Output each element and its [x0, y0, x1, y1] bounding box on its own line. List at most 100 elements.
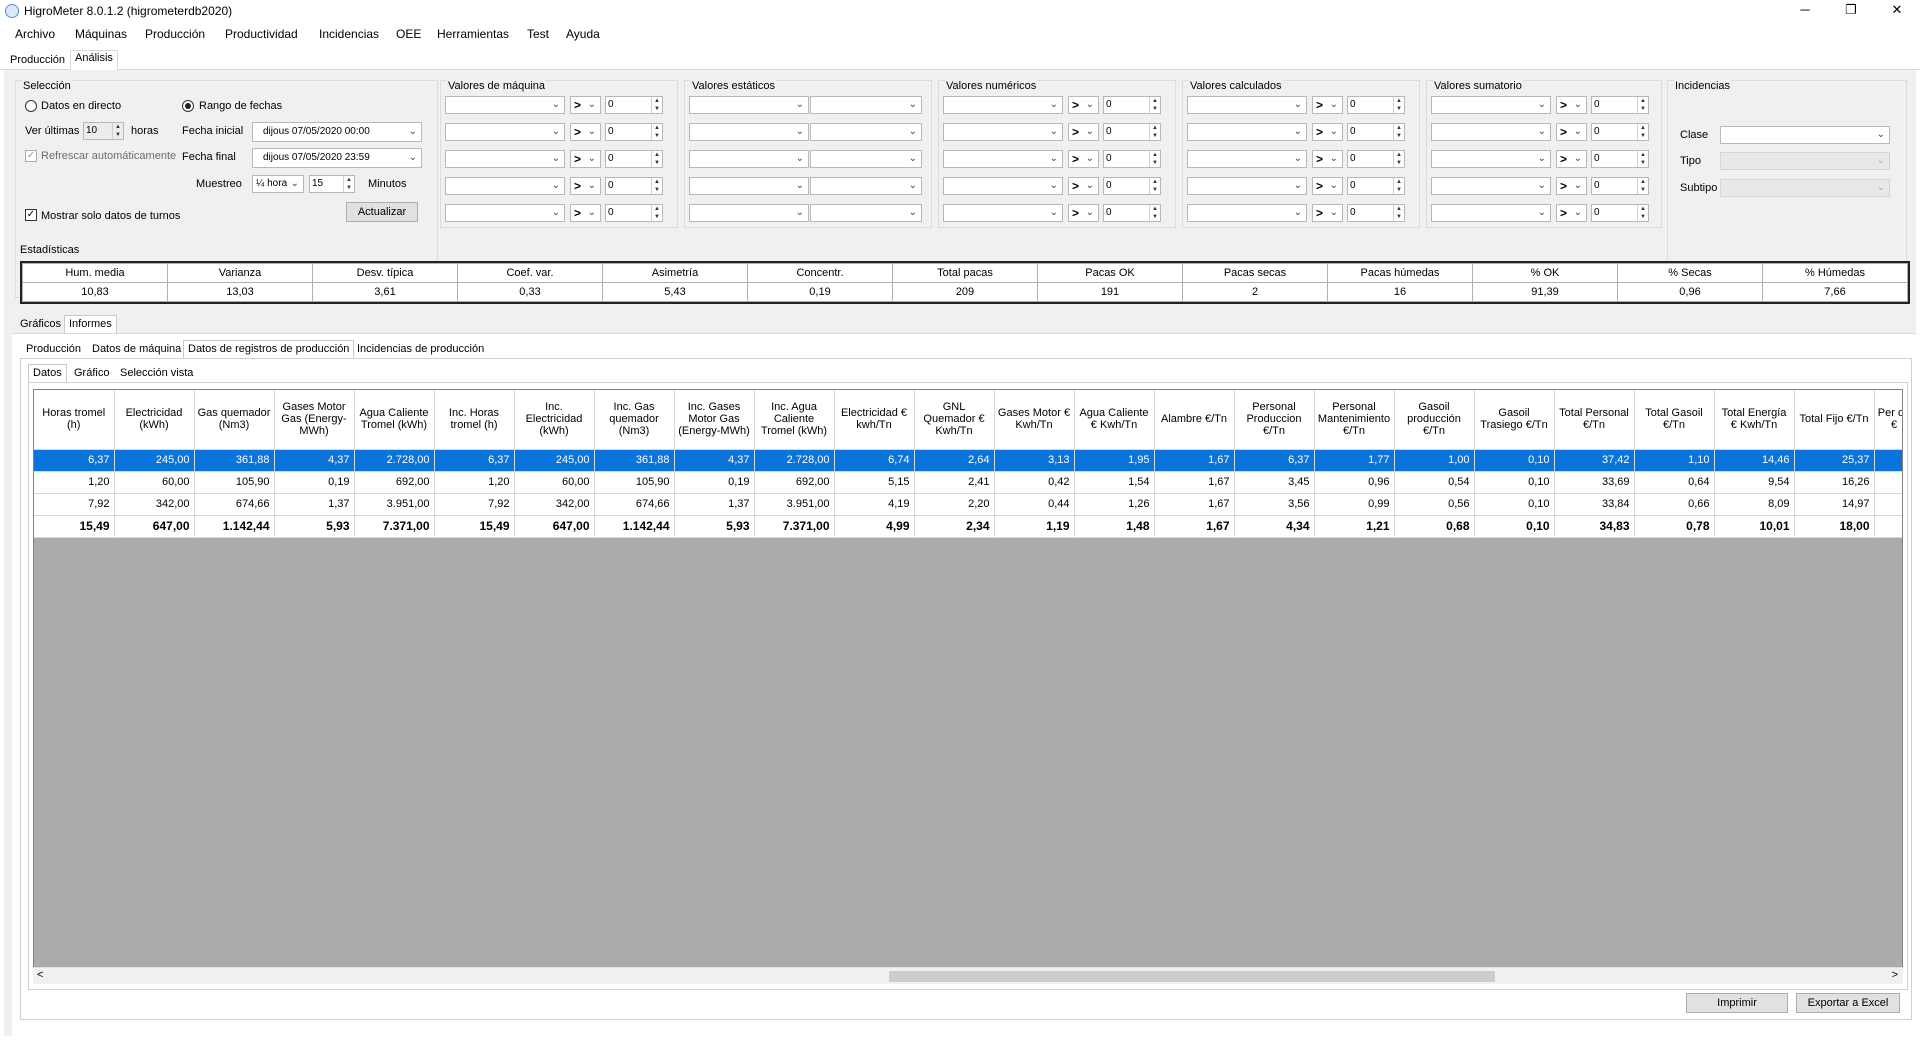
rango-fechas-radio[interactable] [182, 100, 194, 112]
restore-button[interactable]: ❐ [1845, 2, 1857, 17]
table-cell[interactable]: 6,74 [834, 449, 915, 472]
table-cell[interactable]: 342,00 [514, 493, 595, 516]
menu-herramientas[interactable]: Herramientas [437, 27, 510, 41]
table-cell[interactable]: 1,77 [1314, 449, 1395, 472]
table-cell[interactable]: 674,66 [594, 493, 675, 516]
table-cell[interactable]: 9,54 [1714, 471, 1795, 494]
filter-operator-select[interactable]: > ⌄ [570, 123, 601, 141]
filter-operator-select[interactable]: > ⌄ [1312, 150, 1343, 168]
column-header[interactable]: Personal Produccion €/Tn [1234, 390, 1315, 450]
filter-number-spinner[interactable]: 0 ▲ ▼ [1591, 204, 1649, 222]
table-cell[interactable]: 8,09 [1714, 493, 1795, 516]
filter-number-spinner[interactable]: 0 ▲ ▼ [1347, 96, 1405, 114]
table-cell[interactable]: 4,19 [834, 493, 915, 516]
filter-value-select[interactable]: ⌄ [810, 204, 922, 222]
filter-operator-select[interactable]: > ⌄ [570, 177, 601, 195]
filter-field-select[interactable]: ⌄ [445, 123, 565, 141]
table-cell[interactable]: 16,26 [1794, 471, 1875, 494]
filter-operator-select[interactable]: > ⌄ [1312, 204, 1343, 222]
table-cell[interactable]: 1.142,44 [194, 515, 275, 538]
table-cell[interactable]: 2.728,00 [354, 449, 435, 472]
table-cell[interactable]: 4,34 [1234, 515, 1315, 538]
table-cell[interactable]: 1,37 [674, 493, 755, 516]
table-cell[interactable]: 3,45 [1234, 471, 1315, 494]
table-cell[interactable]: 245,00 [514, 449, 595, 472]
filter-number-spinner[interactable]: 0 ▲ ▼ [605, 177, 663, 195]
filter-field-select[interactable]: ⌄ [689, 123, 809, 141]
filter-number-spinner[interactable]: 0 ▲ ▼ [1347, 123, 1405, 141]
table-cell[interactable]: 0,78 [1634, 515, 1715, 538]
table-cell[interactable]: 1,19 [994, 515, 1075, 538]
refrescar-checkbox[interactable]: ✓ [25, 150, 37, 162]
table-cell[interactable]: 1,00 [1394, 449, 1475, 472]
table-cell[interactable]: 1.142,44 [594, 515, 675, 538]
table-cell[interactable]: 1,67 [1154, 515, 1235, 538]
table-cell[interactable]: 14,46 [1714, 449, 1795, 472]
tab-datos-maquina[interactable]: Datos de máquina [92, 343, 182, 355]
filter-field-select[interactable]: ⌄ [943, 204, 1063, 222]
table-cell[interactable]: 3,13 [994, 449, 1075, 472]
column-header[interactable]: Agua Caliente Tromel (kWh) [354, 390, 435, 450]
column-header[interactable]: Total Gasoil €/Tn [1634, 390, 1715, 450]
filter-number-spinner[interactable]: 0 ▲ ▼ [1103, 123, 1161, 141]
table-cell[interactable] [1874, 449, 1902, 472]
menu-oee[interactable]: OEE [396, 27, 422, 41]
filter-field-select[interactable]: ⌄ [1431, 177, 1551, 195]
close-button[interactable]: ✕ [1891, 2, 1903, 17]
tab-produccion[interactable]: Producción [10, 54, 66, 66]
filter-field-select[interactable]: ⌄ [1431, 204, 1551, 222]
table-row[interactable]: 1,20 60,00 105,90 0,19 692,00 1,20 60,00 105,90… [34, 471, 1902, 494]
table-cell[interactable]: 0,99 [1314, 493, 1395, 516]
tab-grafico[interactable]: Gráfico [74, 367, 110, 379]
table-cell[interactable]: 0,66 [1634, 493, 1715, 516]
filter-field-select[interactable]: ⌄ [689, 96, 809, 114]
table-row[interactable]: 6,37 245,00 361,88 4,37 2.728,00 6,37 245,00 36… [34, 449, 1902, 472]
menu-archivo[interactable]: Archivo [15, 27, 56, 41]
table-cell[interactable]: 0,10 [1474, 449, 1555, 472]
exportar-excel-button[interactable]: Exportar a Excel [1796, 993, 1900, 1013]
muestreo-select[interactable]: ¼ hora ⌄ [252, 175, 304, 193]
table-cell[interactable]: 2,20 [914, 493, 995, 516]
table-cell[interactable]: 10,01 [1714, 515, 1795, 538]
column-header[interactable]: Alambre €/Tn [1154, 390, 1235, 450]
table-cell[interactable]: 1,67 [1154, 471, 1235, 494]
filter-operator-select[interactable]: > ⌄ [1556, 150, 1587, 168]
filter-operator-select[interactable]: > ⌄ [1312, 96, 1343, 114]
table-cell[interactable]: 1,67 [1154, 493, 1235, 516]
filter-value-select[interactable]: ⌄ [810, 177, 922, 195]
filter-operator-select[interactable]: > ⌄ [1068, 204, 1099, 222]
column-header[interactable]: Inc. Horas tromel (h) [434, 390, 515, 450]
table-cell[interactable]: 1,67 [1154, 449, 1235, 472]
table-cell[interactable]: 0,10 [1474, 471, 1555, 494]
table-cell[interactable]: 33,69 [1554, 471, 1635, 494]
menu-ayuda[interactable]: Ayuda [566, 27, 600, 41]
column-header[interactable]: Per de € [1874, 390, 1902, 450]
filter-operator-select[interactable]: > ⌄ [1068, 96, 1099, 114]
filter-number-spinner[interactable]: 0 ▲ ▼ [605, 123, 663, 141]
table-cell[interactable]: 5,15 [834, 471, 915, 494]
filter-operator-select[interactable]: > ⌄ [1312, 123, 1343, 141]
table-cell[interactable]: 0,54 [1394, 471, 1475, 494]
filter-number-spinner[interactable]: 0 ▲ ▼ [1103, 96, 1161, 114]
table-cell[interactable]: 105,90 [194, 471, 275, 494]
filter-field-select[interactable]: ⌄ [943, 123, 1063, 141]
table-cell[interactable]: 25,37 [1794, 449, 1875, 472]
fecha-inicial-picker[interactable]: dijous 07/05/2020 00:00 ⌄ [252, 122, 422, 142]
table-cell[interactable]: 647,00 [514, 515, 595, 538]
column-header[interactable]: Gasoil Trasiego €/Tn [1474, 390, 1555, 450]
minimize-button[interactable]: ─ [1800, 2, 1810, 17]
filter-value-select[interactable]: ⌄ [810, 123, 922, 141]
filter-field-select[interactable]: ⌄ [689, 150, 809, 168]
table-cell[interactable]: 15,49 [34, 515, 115, 538]
table-cell[interactable]: 2,64 [914, 449, 995, 472]
filter-operator-select[interactable]: > ⌄ [1312, 177, 1343, 195]
table-cell[interactable]: 1,21 [1314, 515, 1395, 538]
table-cell[interactable]: 0,68 [1394, 515, 1475, 538]
table-cell[interactable]: 0,42 [994, 471, 1075, 494]
column-header[interactable]: Gasoil producción €/Tn [1394, 390, 1475, 450]
filter-field-select[interactable]: ⌄ [1431, 150, 1551, 168]
filter-field-select[interactable]: ⌄ [1187, 204, 1307, 222]
filter-field-select[interactable]: ⌄ [445, 177, 565, 195]
filter-value-select[interactable]: ⌄ [810, 96, 922, 114]
table-cell[interactable]: 14,97 [1794, 493, 1875, 516]
